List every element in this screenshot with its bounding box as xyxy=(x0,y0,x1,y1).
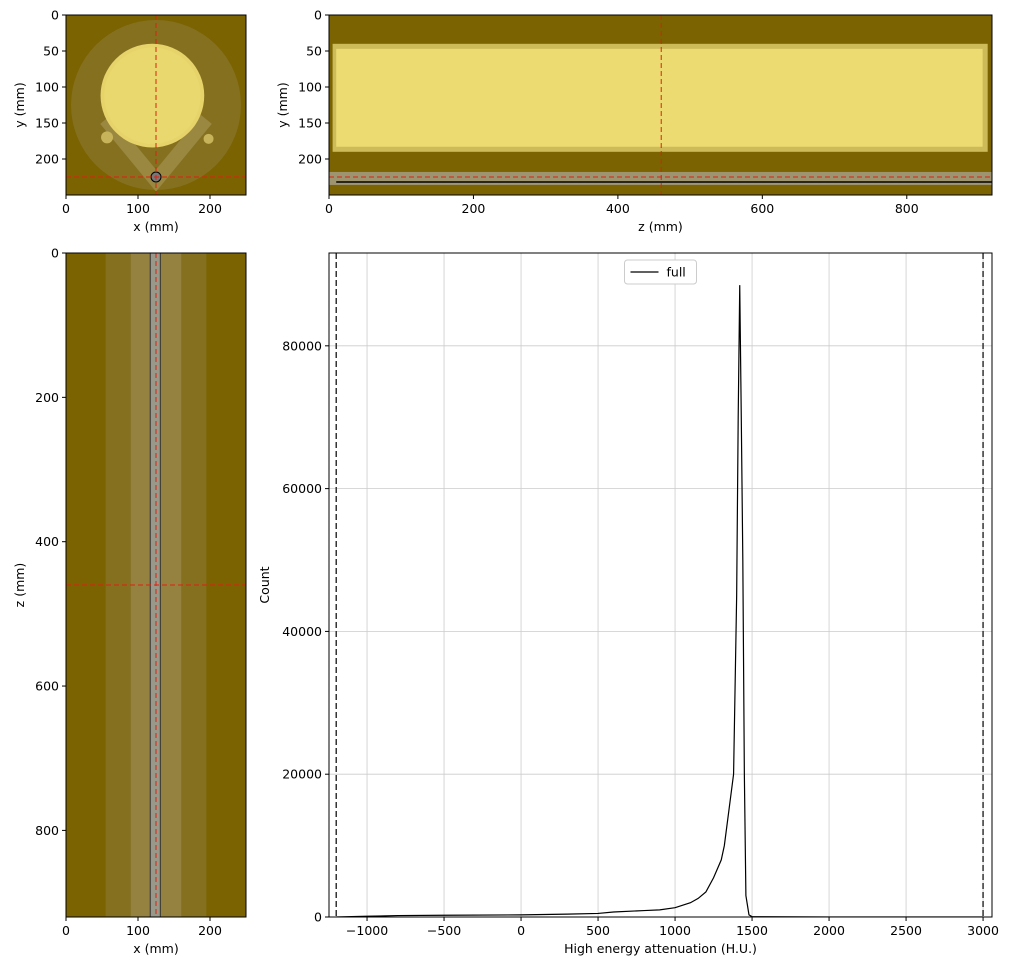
series-line xyxy=(336,285,984,917)
x-tick-label: 2500 xyxy=(890,923,922,938)
x-tick-label: 1500 xyxy=(736,923,768,938)
legend-box xyxy=(624,259,697,285)
x-tick-label: −500 xyxy=(427,923,461,938)
x-tick-label: 3000 xyxy=(967,923,999,938)
x-axis-label: x (mm) xyxy=(133,941,178,956)
y-tick-label: 200 xyxy=(35,152,59,167)
x-tick-label: 100 xyxy=(126,201,150,216)
x-tick-label: −1000 xyxy=(346,923,388,938)
y-tick-label: 200 xyxy=(298,152,322,167)
y-tick-label: 0 xyxy=(51,8,59,23)
y-tick-label: 40000 xyxy=(282,624,322,639)
x-tick-label: 0 xyxy=(62,923,70,938)
y-axis-label: y (mm) xyxy=(12,82,27,127)
y-tick-label: 100 xyxy=(35,80,59,95)
x-axis-label: z (mm) xyxy=(638,219,683,234)
y-tick-label: 400 xyxy=(35,534,59,549)
y-axis-label: y (mm) xyxy=(275,82,290,127)
y-tick-label: 100 xyxy=(298,80,322,95)
plot-area xyxy=(329,253,992,917)
x-tick-label: 200 xyxy=(198,923,222,938)
axes-frame xyxy=(65,252,247,918)
rod xyxy=(101,131,114,144)
y-tick-label: 800 xyxy=(35,823,59,838)
x-tick-label: 2000 xyxy=(813,923,845,938)
x-axis-label: x (mm) xyxy=(133,219,178,234)
y-tick-label: 50 xyxy=(306,44,322,59)
x-tick-label: 0 xyxy=(325,201,333,216)
x-tick-label: 400 xyxy=(606,201,630,216)
y-tick-label: 20000 xyxy=(282,767,322,782)
x-tick-label: 0 xyxy=(62,201,70,216)
rod xyxy=(203,133,214,144)
x-tick-label: 200 xyxy=(198,201,222,216)
x-tick-label: 0 xyxy=(517,923,525,938)
y-axis-label: z (mm) xyxy=(12,563,27,608)
core xyxy=(336,48,983,147)
y-axis-label: Count xyxy=(257,566,272,603)
y-tick-label: 0 xyxy=(314,8,322,23)
x-tick-label: 100 xyxy=(126,923,150,938)
x-tick-label: 500 xyxy=(586,923,610,938)
tray xyxy=(329,171,992,185)
y-tick-label: 0 xyxy=(51,246,59,261)
core xyxy=(104,47,201,144)
y-tick-label: 50 xyxy=(43,44,59,59)
axes-frame xyxy=(328,14,993,196)
y-tick-label: 200 xyxy=(35,390,59,405)
x-tick-label: 200 xyxy=(462,201,486,216)
y-tick-label: 80000 xyxy=(282,338,322,353)
x-tick-label: 1000 xyxy=(659,923,691,938)
x-tick-label: 600 xyxy=(750,201,774,216)
legend-label: full xyxy=(667,265,686,280)
axes-frame xyxy=(65,14,247,196)
x-axis-label: High energy attenuation (H.U.) xyxy=(564,941,757,956)
y-tick-label: 150 xyxy=(35,116,59,131)
y-tick-label: 0 xyxy=(314,910,322,925)
y-tick-label: 60000 xyxy=(282,481,322,496)
x-tick-label: 800 xyxy=(895,201,919,216)
axes-frame xyxy=(328,252,993,918)
y-tick-label: 600 xyxy=(35,679,59,694)
y-tick-label: 150 xyxy=(298,116,322,131)
